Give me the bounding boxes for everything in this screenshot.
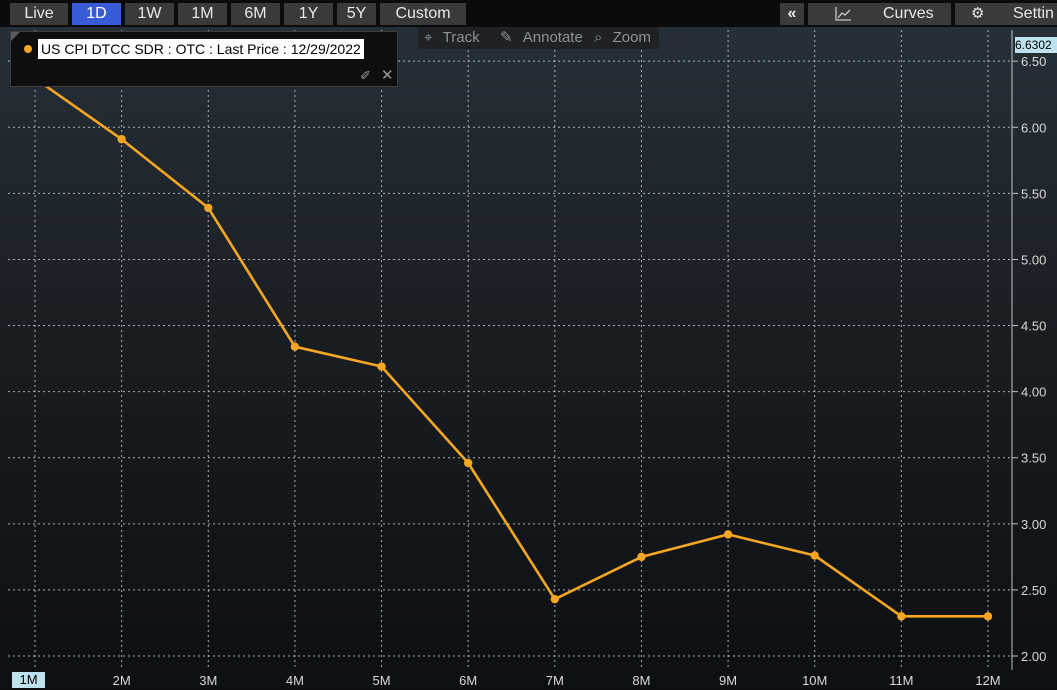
x-tick-label: 10M <box>802 673 827 688</box>
curves-button[interactable]: Curves <box>808 3 951 25</box>
y-tick-label: 3.50 <box>1021 451 1046 466</box>
data-point <box>810 551 819 560</box>
track-label: Track <box>442 29 480 46</box>
x-tick-label: 4M <box>286 673 304 688</box>
data-point <box>290 342 300 351</box>
x-tick-label: 9M <box>719 673 737 688</box>
range-button-1y[interactable]: 1Y <box>284 3 333 25</box>
y-axis: 2.00 2.50 3.00 3.50 4.00 4.50 5.00 5.50 6.00 6.50 <box>1011 30 1046 670</box>
x-axis: 2M 3M 4M 5M 6M 7M 8M 9M 10M 11M 12M <box>113 673 1001 688</box>
data-point <box>117 134 126 144</box>
data-point <box>463 458 473 468</box>
settings-label: Settin <box>1013 5 1054 22</box>
x-tick-label: 5M <box>373 673 391 688</box>
series-line <box>30 74 993 621</box>
chart-tools: ⌖ Track ✎ Annotate ⌕ Zoom <box>418 27 659 49</box>
collapse-button[interactable]: « <box>780 3 804 25</box>
series-polyline <box>34 77 988 618</box>
data-point <box>377 362 386 371</box>
y-tick-label: 2.50 <box>1021 583 1046 598</box>
y-tick-label: 4.00 <box>1021 385 1046 400</box>
y-tick-label: 5.50 <box>1021 186 1046 201</box>
magnifier-icon: ⌕ <box>594 29 603 46</box>
zoom-label: Zoom <box>612 29 651 46</box>
range-button-1d[interactable]: 1D <box>72 3 121 25</box>
y-tick-label: 3.00 <box>1021 517 1046 532</box>
y-tick-label: 2.00 <box>1021 649 1046 664</box>
range-button-1w[interactable]: 1W <box>125 3 174 25</box>
y-tick-label: 6.00 <box>1021 120 1046 135</box>
data-point <box>897 612 906 621</box>
legend-series-marker <box>24 45 32 53</box>
data-point <box>550 594 560 604</box>
data-point <box>204 203 213 213</box>
top-toolbar: Live 1D 1W 1M 6M 1Y 5Y Custom « Curves ⚙… <box>0 0 1057 27</box>
data-point <box>637 552 646 562</box>
crosshair-icon: ⌖ <box>424 29 433 46</box>
y-tick-label: 5.00 <box>1021 252 1046 267</box>
settings-button[interactable]: ⚙ Settin <box>955 3 1057 25</box>
selected-x-tick: 1M <box>12 672 45 688</box>
curves-label: Curves <box>883 5 934 22</box>
x-tick-label: 12M <box>975 673 1000 688</box>
x-tick-label: 2M <box>113 673 131 688</box>
track-tool[interactable]: ⌖ Track <box>424 27 480 49</box>
x-tick-label: 7M <box>546 673 564 688</box>
y-tick-label: 6.50 <box>1021 54 1046 69</box>
range-button-1m[interactable]: 1M <box>178 3 227 25</box>
close-icon[interactable]: ✕ <box>381 67 394 84</box>
y-tick-label: 4.50 <box>1021 319 1046 334</box>
grid-lines <box>8 30 1012 668</box>
x-tick-label: 11M <box>889 673 913 688</box>
line-chart-icon <box>835 7 851 21</box>
data-point <box>983 612 993 621</box>
range-button-5y[interactable]: 5Y <box>337 3 376 25</box>
range-button-6m[interactable]: 6M <box>231 3 280 25</box>
legend-box: US CPI DTCC SDR : OTC : Last Price : 12/… <box>10 31 398 87</box>
last-value-tag: 6.6302 <box>1015 37 1057 53</box>
range-button-live[interactable]: Live <box>10 3 68 25</box>
legend-series-label[interactable]: US CPI DTCC SDR : OTC : Last Price : 12/… <box>38 39 364 59</box>
data-point <box>723 530 733 539</box>
gear-icon: ⚙ <box>971 5 985 22</box>
pin-icon[interactable]: ✐ <box>360 68 371 83</box>
annotate-label: Annotate <box>522 29 583 46</box>
pencil-icon: ✎ <box>500 29 513 46</box>
zoom-tool[interactable]: ⌕ Zoom <box>594 27 651 49</box>
corner-marker <box>11 32 20 41</box>
x-tick-label: 6M <box>459 673 477 688</box>
range-button-custom[interactable]: Custom <box>380 3 466 25</box>
x-tick-label: 3M <box>199 673 217 688</box>
annotate-tool[interactable]: ✎ Annotate <box>500 27 583 49</box>
x-tick-label: 8M <box>632 673 650 688</box>
